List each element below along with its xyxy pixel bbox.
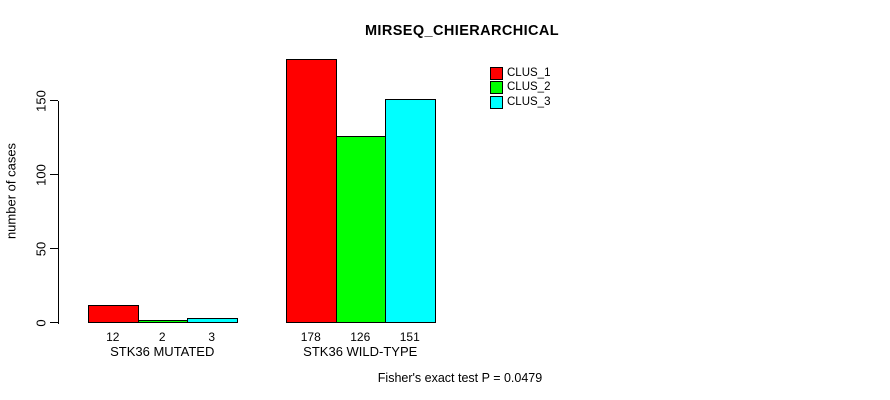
legend-item: CLUS_3 [490,95,551,109]
bar-value-label: 3 [208,329,216,344]
y-tick-mark [50,100,58,101]
bar-value-label: 12 [106,329,120,344]
bar-value-label: 151 [399,329,420,344]
y-tick-mark [50,322,58,323]
y-tick-mark [50,174,58,175]
legend-label: CLUS_2 [507,81,551,94]
legend-swatch-clus_2 [490,81,503,95]
y-axis-line [58,100,59,324]
bar-clus_3-group2 [385,99,436,324]
bar-value-label: 2 [158,329,166,344]
bar-clus_2-group2 [335,136,386,324]
legend-swatch-clus_3 [490,95,503,109]
category-label: STK36 MUTATED [110,343,215,359]
bar-clus_1-group2 [286,59,337,324]
bar-clus_1-group1 [88,304,139,324]
legend-label: CLUS_3 [507,95,551,108]
legend-item: CLUS_2 [490,81,551,95]
bar-clus_2-group1 [137,319,188,324]
y-tick-label: 0 [33,318,49,327]
stat-test-annotation: Fisher's exact test P = 0.0479 [377,371,543,385]
bar-clus_3-group1 [187,318,238,324]
bar-value-label: 178 [300,329,321,344]
legend-swatch-clus_1 [490,67,503,80]
legend-item: CLUS_1 [490,67,550,80]
y-tick-mark [50,248,58,249]
y-axis-title: number of cases [3,142,19,240]
chart-title: MIRSEQ_CHIERARCHICAL [364,23,560,39]
bar-value-label: 126 [350,329,371,344]
category-label: STK36 WILD-TYPE [303,343,418,359]
legend-label: CLUS_1 [507,67,551,79]
y-tick-label: 150 [33,89,49,112]
y-tick-label: 50 [33,241,49,256]
y-tick-label: 100 [33,163,49,186]
